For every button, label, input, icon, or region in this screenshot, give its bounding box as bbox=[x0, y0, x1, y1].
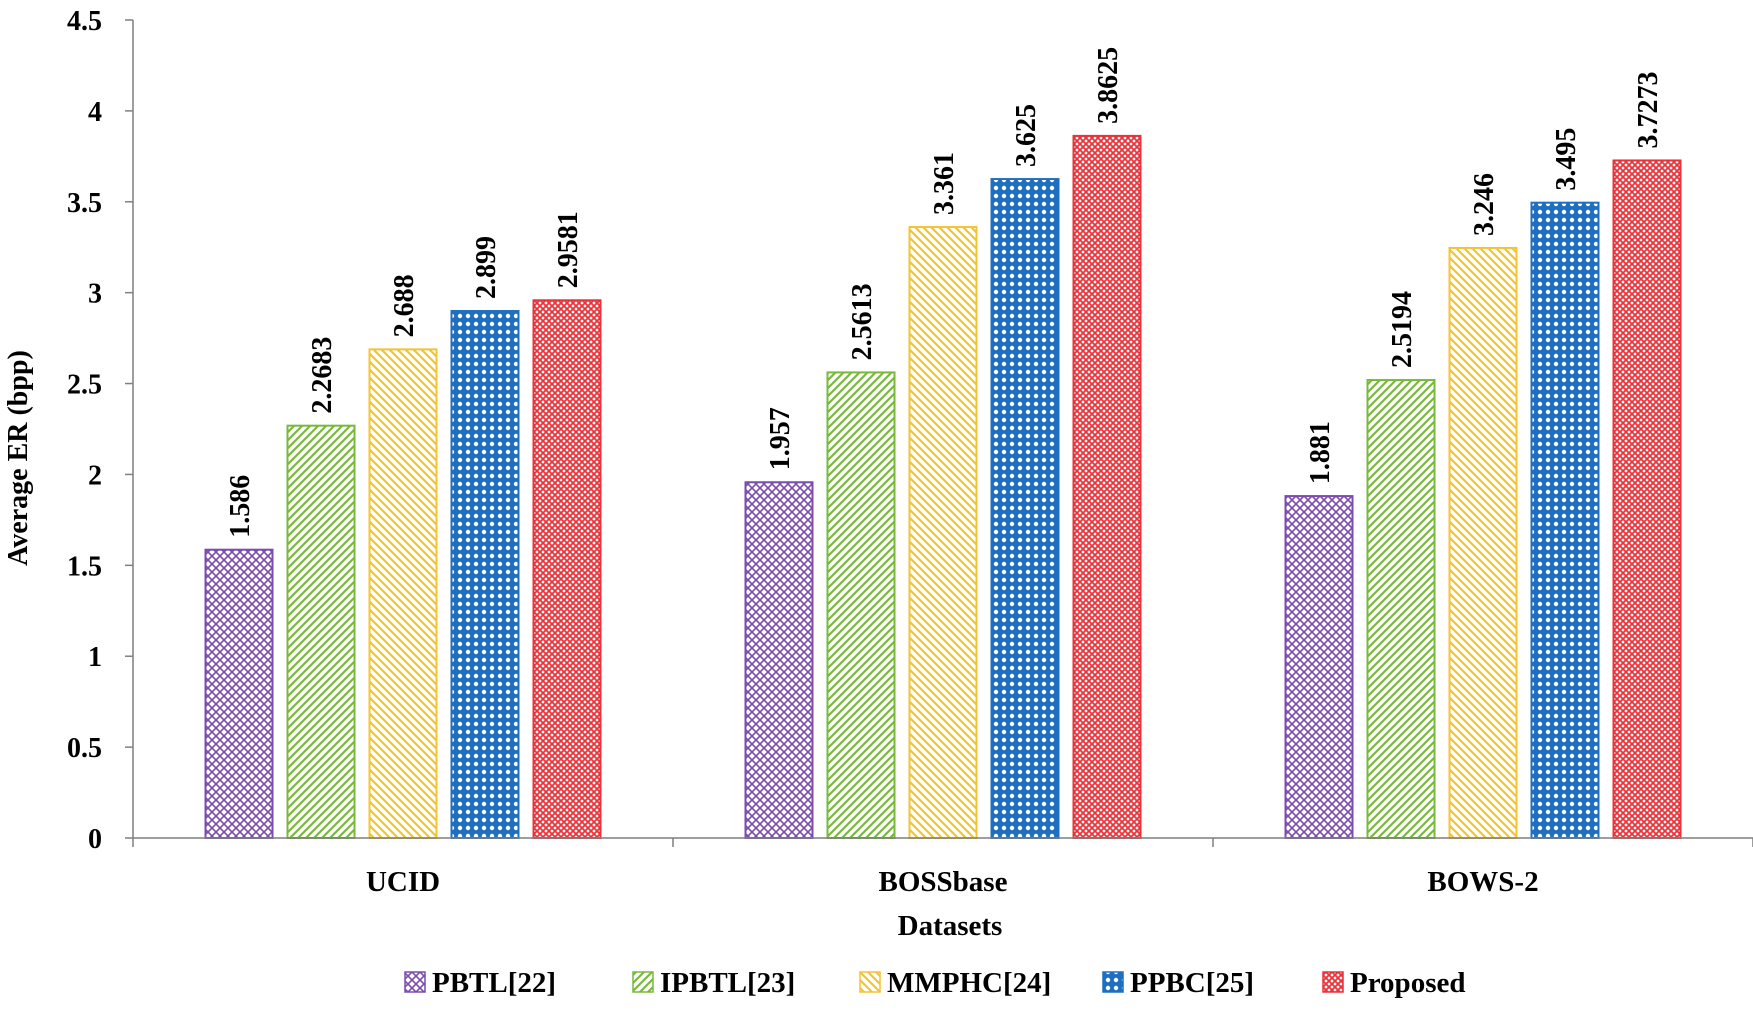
legend-swatch bbox=[1102, 971, 1124, 993]
legend-swatch bbox=[1322, 971, 1344, 993]
bar bbox=[826, 371, 896, 839]
bar bbox=[368, 348, 438, 839]
bar bbox=[744, 481, 814, 839]
y-axis-ticks bbox=[125, 19, 133, 839]
data-label: 3.361 bbox=[929, 152, 960, 215]
legend-label: PBTL[22] bbox=[432, 967, 556, 999]
data-label: 3.495 bbox=[1551, 128, 1582, 191]
legend-label: Proposed bbox=[1350, 967, 1465, 999]
bar bbox=[1612, 159, 1682, 839]
x-axis-title: Datasets bbox=[898, 910, 1003, 942]
y-tick-label: 2.5 bbox=[67, 370, 102, 401]
data-labels-group: 1.586 2.2683 2.688 2.899 2.9581 1.957 2.5613 3.… bbox=[225, 47, 1664, 538]
legend-label: PPBC[25] bbox=[1130, 967, 1254, 999]
legend-item: Proposed bbox=[1322, 967, 1465, 999]
axes-group: 0 0.5 1 1.5 2 2.5 3 3.5 4 4.5 UCID BOSSbase BOWS-2 bbox=[67, 6, 1753, 898]
y-axis-title: Average ER (bpp) bbox=[3, 350, 34, 566]
x-tick-label: UCID bbox=[366, 866, 440, 898]
bar bbox=[204, 548, 274, 839]
data-label: 3.8625 bbox=[1093, 47, 1124, 124]
y-tick-label: 4 bbox=[88, 97, 102, 128]
y-tick-label: 4.5 bbox=[67, 6, 102, 37]
bar bbox=[1284, 495, 1354, 839]
data-label: 1.586 bbox=[225, 475, 256, 538]
legend-swatch bbox=[404, 971, 426, 993]
bar bbox=[532, 299, 602, 839]
x-tick-label: BOWS-2 bbox=[1427, 866, 1538, 898]
y-tick-label: 0 bbox=[88, 824, 102, 855]
bar bbox=[286, 424, 356, 839]
data-label: 3.7273 bbox=[1633, 71, 1664, 148]
y-tick-label: 0.5 bbox=[67, 733, 102, 764]
y-tick-label: 1.5 bbox=[67, 551, 102, 582]
data-label: 3.246 bbox=[1469, 173, 1500, 236]
legend-swatch bbox=[632, 971, 654, 993]
legend-item: PPBC[25] bbox=[1102, 967, 1254, 999]
y-tick-label: 1 bbox=[88, 642, 102, 673]
bar bbox=[990, 178, 1060, 840]
data-label: 2.899 bbox=[471, 236, 502, 299]
data-label: 2.688 bbox=[389, 274, 420, 337]
data-label: 3.625 bbox=[1011, 104, 1042, 167]
legend-label: IPBTL[23] bbox=[660, 967, 795, 999]
legend-label: MMPHC[24] bbox=[887, 967, 1051, 999]
bar bbox=[1366, 379, 1436, 839]
data-label: 2.5194 bbox=[1387, 291, 1418, 368]
bar bbox=[1530, 201, 1600, 840]
bar bbox=[1072, 134, 1142, 839]
x-tick-label: BOSSbase bbox=[879, 866, 1008, 898]
y-tick-label: 3 bbox=[88, 279, 102, 310]
legend: PBTL[22] IPBTL[23] MMPHC[24] PPBC[25] Propos… bbox=[404, 967, 1465, 999]
legend-item: IPBTL[23] bbox=[632, 967, 795, 999]
legend-item: PBTL[22] bbox=[404, 967, 556, 999]
data-label: 1.881 bbox=[1305, 421, 1336, 484]
bar bbox=[1448, 246, 1518, 839]
data-label: 1.957 bbox=[765, 407, 796, 470]
bar bbox=[450, 310, 520, 839]
y-tick-label: 3.5 bbox=[67, 188, 102, 219]
bars-group bbox=[204, 134, 1682, 840]
bar bbox=[908, 226, 978, 840]
data-label: 2.2683 bbox=[307, 337, 338, 414]
legend-item: MMPHC[24] bbox=[859, 967, 1051, 999]
data-label: 2.5613 bbox=[847, 283, 878, 360]
legend-swatch bbox=[859, 971, 881, 993]
data-label: 2.9581 bbox=[553, 211, 584, 288]
y-tick-label: 2 bbox=[88, 460, 102, 491]
